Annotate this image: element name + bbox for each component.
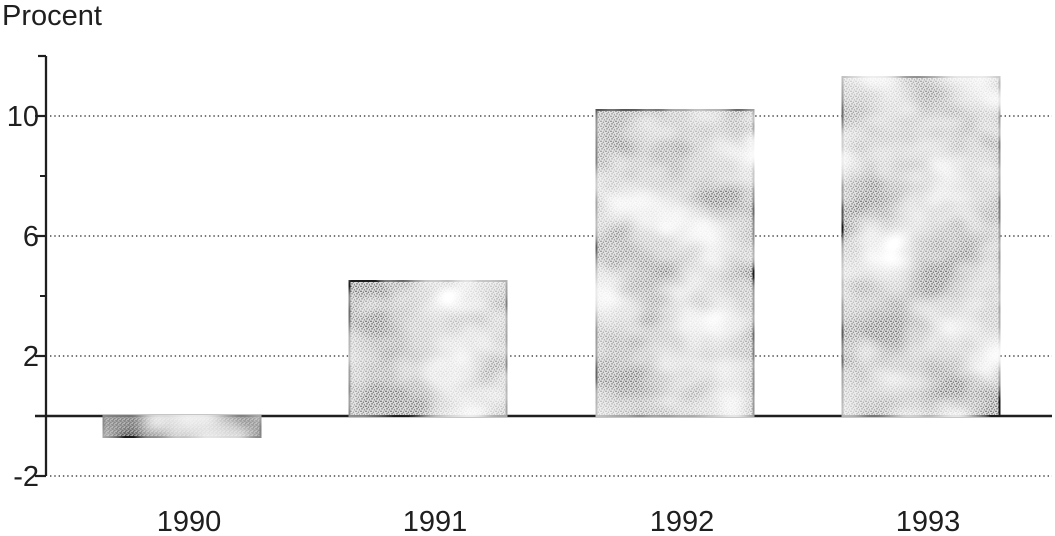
- ytick-label--2: -2: [13, 461, 39, 493]
- xtick-label-1992: 1992: [650, 506, 715, 536]
- xtick-label-1990: 1990: [157, 506, 222, 536]
- xtick-label-1993: 1993: [896, 506, 961, 536]
- ytick-label-6: 6: [23, 221, 39, 253]
- y-axis-title: Procent: [2, 0, 102, 32]
- bar-1992: [595, 109, 755, 417]
- ytick-label-10: 10: [7, 101, 39, 133]
- xtick-label-1991: 1991: [403, 506, 468, 536]
- bar-1993: [841, 76, 1001, 417]
- bar-1991: [348, 280, 508, 417]
- axis-labels-layer: 10 6 2 -2 1990 1991 1992 1993: [7, 101, 961, 536]
- ytick-label-2: 2: [23, 341, 39, 373]
- bar-1990: [102, 415, 262, 438]
- bars-layer: [102, 76, 1001, 438]
